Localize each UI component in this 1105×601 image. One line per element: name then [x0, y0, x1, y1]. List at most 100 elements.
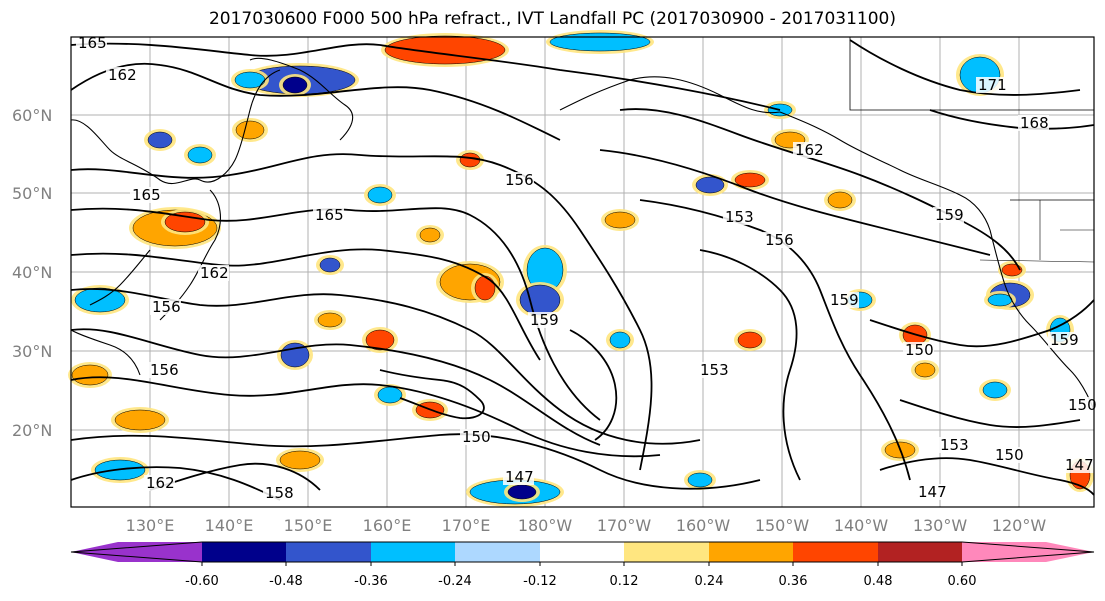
colorbar-tick-label: -0.36: [354, 574, 388, 589]
contour-label: 150: [462, 428, 491, 446]
anomaly-patch: [687, 472, 713, 488]
colorbar-tick-labels: -0.60 -0.48 -0.36 -0.24 -0.12 0.12 0.24 0.36 0.4…: [185, 562, 976, 589]
contour-label-bg: [903, 342, 934, 358]
colorbar-tick-label: -0.24: [438, 574, 472, 589]
coastlines: [70, 37, 1095, 411]
colorbar-tick-label: 0.60: [948, 574, 977, 589]
contour-label-bg: [976, 77, 1007, 93]
contour-label-bg: [130, 187, 161, 203]
colorbar-tick-label: -0.48: [269, 574, 303, 589]
anomaly-patch: [459, 152, 481, 168]
contour-label-bg: [76, 35, 107, 51]
colorbar-tick-label: -0.12: [523, 574, 557, 589]
contour-label-bg: [144, 475, 175, 491]
contour-label: 147: [1065, 456, 1094, 474]
latitude-label: 20°N: [12, 421, 52, 440]
colorbar-bin: [455, 542, 540, 562]
contour-label: 165: [315, 206, 344, 224]
contour-line: [70, 376, 661, 458]
contour-line: [149, 462, 321, 491]
anomaly-patch: [235, 120, 265, 140]
contour-label-bg: [723, 209, 754, 225]
contour-labels: 1651621651651621561561591561531561591531…: [76, 34, 1097, 502]
anomaly-patch: [695, 176, 725, 194]
longitude-label: 170°E: [442, 516, 491, 535]
contour-label: 150: [905, 341, 934, 359]
contour-label: 147: [918, 483, 947, 501]
contour-label: 171: [978, 76, 1007, 94]
anomaly-patch: [734, 172, 766, 188]
anomaly-patch: [987, 293, 1013, 307]
contour-line: [70, 466, 281, 501]
contour-label-bg: [763, 232, 794, 248]
anomaly-patch: [282, 76, 308, 94]
longitude-label: 120°W: [992, 516, 1047, 535]
anomaly-patch: [604, 211, 636, 229]
contour-line: [70, 328, 601, 446]
anomaly-patch: [474, 275, 496, 301]
colorbar-tick-label: 0.24: [695, 574, 724, 589]
colorbar-bin: [793, 542, 878, 562]
contour-line: [899, 399, 1081, 428]
contour-label-bg: [263, 485, 294, 501]
contour-label-bg: [793, 142, 824, 158]
longitude-label: 130°W: [913, 516, 968, 535]
anomaly-patch: [609, 331, 631, 349]
anomaly-patch: [187, 146, 213, 164]
contour-label: 156: [150, 361, 179, 379]
longitude-label: 140°E: [205, 516, 254, 535]
contour-line: [619, 108, 1021, 271]
contour-label: 159: [830, 291, 859, 309]
contour-label: 153: [940, 436, 969, 454]
longitude-label: 150°W: [755, 516, 810, 535]
anomaly-patch: [384, 35, 506, 65]
contour-label-bg: [503, 469, 534, 485]
contour-label: 165: [132, 186, 161, 204]
contour-label: 150: [1068, 396, 1097, 414]
colorbar-extend-high: [962, 542, 1094, 562]
longitude-label: 130°E: [126, 516, 175, 535]
contour-label: 156: [765, 231, 794, 249]
contour-line: [699, 249, 801, 481]
contour-line: [70, 433, 761, 490]
anomaly-patch: [914, 362, 936, 378]
contour-label: 162: [200, 264, 229, 282]
contour-line: [70, 62, 561, 141]
colorbar-bin: [624, 542, 709, 562]
longitude-label: 160°E: [363, 516, 412, 535]
longitude-label: 180°W: [518, 516, 573, 535]
anomaly-patch: [419, 227, 441, 243]
contour-label: 159: [1050, 331, 1079, 349]
contour-label: 158: [265, 484, 294, 502]
contour-label: 153: [725, 208, 754, 226]
contour-label-bg: [148, 362, 179, 378]
colorbar-bin: [71, 542, 202, 562]
latitude-labels: 60°N 50°N 40°N 30°N 20°N: [12, 106, 52, 440]
anomaly-shading: [68, 30, 1094, 507]
contour-label: 156: [152, 298, 181, 316]
anomaly-patch: [279, 450, 321, 470]
anomaly-patch: [365, 329, 395, 351]
longitude-label: 150°E: [284, 516, 333, 535]
contour-label-bg: [528, 312, 559, 328]
contour-label-bg: [1063, 457, 1094, 473]
contour-label-bg: [916, 484, 947, 500]
contour-label: 165: [78, 34, 107, 52]
latitude-label: 30°N: [12, 342, 52, 361]
contour-label: 147: [505, 468, 534, 486]
contour-line: [849, 39, 1081, 96]
contour-label-bg: [938, 437, 969, 453]
colorbar-bin: [540, 542, 624, 562]
contour-label: 168: [1020, 114, 1049, 132]
refractivity-contours: [70, 39, 1095, 501]
contour-label-bg: [993, 447, 1024, 463]
map-title: 2017030600 F000 500 hPa refract., IVT La…: [208, 9, 896, 29]
anomaly-patch: [549, 32, 651, 52]
contour-label: 162: [795, 141, 824, 159]
contour-label: 150: [995, 446, 1024, 464]
contour-line: [639, 199, 911, 481]
anomaly-patch: [982, 381, 1008, 399]
contour-label: 153: [700, 361, 729, 379]
longitude-label: 160°W: [676, 516, 731, 535]
map-border: [70, 36, 1095, 508]
